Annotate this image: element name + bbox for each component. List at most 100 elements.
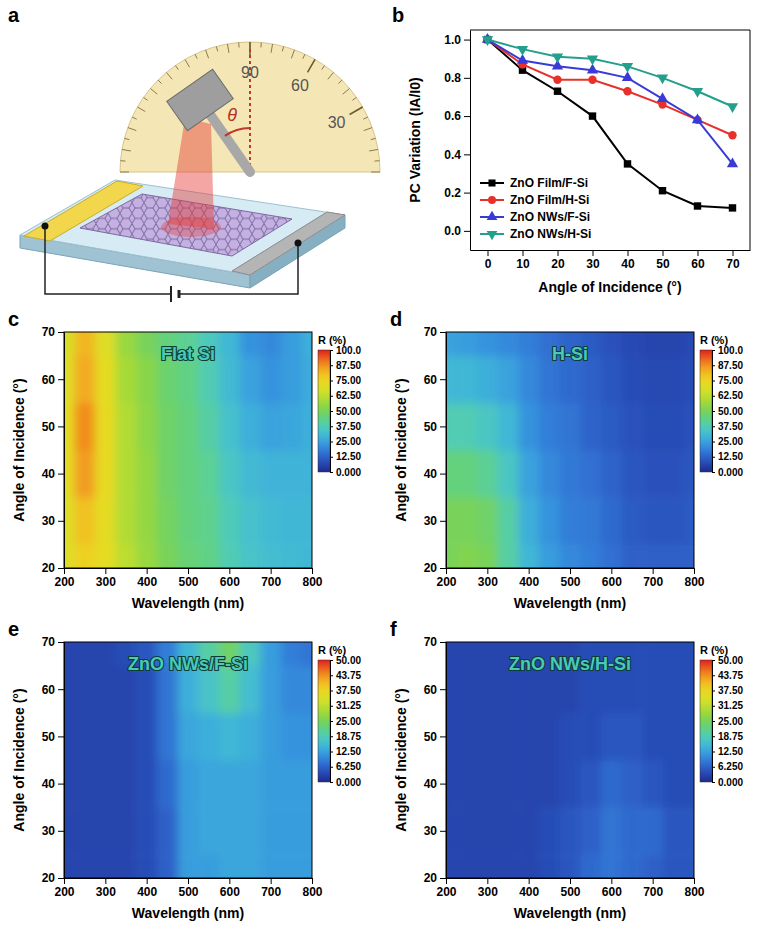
tick-mark: [330, 675, 333, 676]
tick: 700: [643, 568, 663, 589]
tick-label: 62.50: [336, 390, 361, 401]
tick-mark: [440, 784, 446, 785]
heat-cell: [580, 403, 601, 451]
heat-cell: [477, 403, 498, 451]
heat-cell: [663, 544, 684, 568]
heat-cell: [663, 807, 684, 855]
heat-cell: [178, 713, 199, 761]
heat-cell: [518, 544, 539, 568]
heat-cell: [446, 807, 457, 855]
plot-frame: [446, 642, 694, 878]
tick-label: 100.0: [718, 345, 743, 356]
tick-label: 43.75: [718, 670, 743, 681]
plot-area: [64, 332, 312, 568]
colorbar-title: R (%): [318, 334, 346, 346]
heat-cell: [642, 332, 663, 356]
heat-cell: [64, 666, 75, 714]
tick-mark: [593, 250, 594, 256]
heat-cell: [622, 544, 643, 568]
panel-title: H-Si: [552, 344, 588, 364]
tick-mark: [712, 411, 715, 412]
protractor-tick: [195, 54, 197, 59]
x-axis: 200300400500600700800: [54, 568, 322, 589]
tick-label: 30: [42, 824, 56, 838]
heat-cell: [622, 450, 643, 498]
tick: 0.6: [444, 109, 470, 123]
heat-cell: [477, 713, 498, 761]
heat-cell: [477, 450, 498, 498]
tick-label: 31.25: [718, 700, 743, 711]
panel-letter: c: [8, 308, 19, 330]
tick: 31.25: [712, 700, 743, 711]
tick-mark: [64, 568, 65, 574]
tick-mark: [330, 426, 333, 427]
heat-cell: [446, 356, 457, 404]
heat-cell: [260, 356, 281, 404]
tick-label: 10: [516, 257, 530, 271]
tick-label: 1.0: [444, 33, 461, 47]
legend-marker: [487, 231, 498, 240]
tick: 30: [424, 824, 446, 838]
heat-cell: [74, 450, 95, 498]
heat-cell: [64, 356, 75, 404]
tick-label: 800: [302, 885, 322, 899]
heat-cell: [136, 760, 157, 808]
heat-cell: [477, 854, 498, 878]
heat-cell: [136, 332, 157, 356]
heat-cell: [498, 713, 519, 761]
heat-cell: [663, 760, 684, 808]
heat-cell: [74, 332, 95, 356]
heat-cell: [95, 450, 116, 498]
tick: 500: [560, 878, 580, 899]
heat-cell: [74, 544, 95, 568]
heat-cell: [302, 713, 312, 761]
heat-cell: [456, 497, 477, 545]
heat-cell: [446, 497, 457, 545]
heat-cell: [622, 807, 643, 855]
x-axis-title: Wavelength (nm): [514, 905, 626, 921]
protractor-tick: [185, 59, 190, 67]
heatmap-panel: 200300400500600700800203040506070Wavelen…: [393, 618, 743, 921]
marker: [692, 113, 703, 123]
heat-cell: [240, 356, 261, 404]
heat-cell: [456, 666, 477, 714]
heat-cell: [260, 854, 281, 878]
tick-label: 31.25: [336, 700, 361, 711]
tick-label: 500: [560, 575, 580, 589]
tick-mark: [58, 474, 64, 475]
heat-cell: [642, 356, 663, 404]
tick-mark: [712, 675, 715, 676]
tick: 800: [684, 878, 704, 899]
tick: 37.50: [330, 421, 361, 432]
tick: 70: [42, 325, 64, 339]
tick-mark: [58, 332, 64, 333]
heat-cell: [456, 450, 477, 498]
heat-cell: [178, 403, 199, 451]
tick-mark: [330, 442, 333, 443]
heat-cell: [663, 497, 684, 545]
tick: 60: [42, 373, 64, 387]
heat-cell: [198, 450, 219, 498]
tick: 0.2: [444, 186, 470, 200]
y-axis: 203040506070: [424, 325, 447, 575]
tick: 12.50: [712, 746, 743, 757]
plot-frame: [470, 30, 750, 250]
tick: 30: [424, 514, 446, 528]
tick-mark: [440, 831, 446, 832]
marker: [657, 75, 668, 85]
heat-cell: [539, 760, 560, 808]
heat-cell: [136, 854, 157, 878]
heat-cell: [260, 666, 281, 714]
heat-cell: [302, 403, 312, 451]
plot-frame: [446, 332, 694, 568]
protractor-tick: [375, 160, 380, 161]
tick-mark: [147, 878, 148, 884]
tick-mark: [712, 736, 715, 737]
heat-cell: [539, 450, 560, 498]
tick-label: 200: [54, 575, 74, 589]
legend-label: ZnO NWs/H-Si: [510, 227, 591, 241]
heat-cell: [95, 544, 116, 568]
tick: 70: [42, 635, 64, 649]
legend-label: ZnO Film/H-Si: [510, 193, 589, 207]
marker: [554, 88, 561, 95]
